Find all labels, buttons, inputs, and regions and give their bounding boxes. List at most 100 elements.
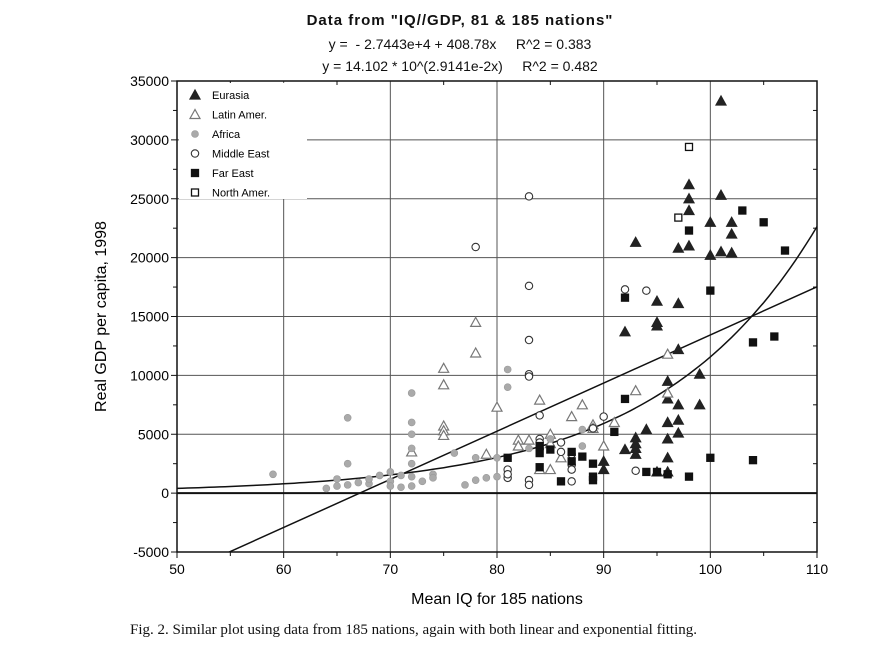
y-tick-label: 5000 xyxy=(138,426,169,442)
point-africa xyxy=(407,444,416,453)
point-eurasia xyxy=(672,413,685,425)
point-eurasia xyxy=(682,204,696,216)
point-africa xyxy=(578,425,587,434)
point-latin-amer xyxy=(661,347,674,359)
exponential-fit-equation: y = 14.102 * 10^(2.9141e-2x) R^2 = 0.482 xyxy=(322,58,598,74)
point-eurasia xyxy=(661,416,674,428)
legend-marker-eurasia xyxy=(188,88,202,100)
point-africa xyxy=(578,442,587,450)
point-africa xyxy=(482,474,491,482)
point-africa xyxy=(546,435,555,443)
point-latin-amer xyxy=(512,439,525,451)
point-eurasia xyxy=(597,463,610,475)
point-africa xyxy=(365,475,373,483)
point-eurasia xyxy=(725,216,738,227)
point-africa xyxy=(471,476,480,484)
y-tick-label: 35000 xyxy=(130,73,169,89)
point-africa xyxy=(429,474,437,482)
point-eurasia xyxy=(661,451,674,463)
x-tick-label: 70 xyxy=(383,561,399,577)
x-tick-label: 50 xyxy=(169,561,185,577)
point-eurasia xyxy=(693,398,706,410)
point-africa xyxy=(407,430,416,439)
point-far-east xyxy=(535,448,544,458)
y-tick-label: 30000 xyxy=(130,132,169,148)
point-north-amer xyxy=(674,213,683,222)
point-eurasia xyxy=(672,426,685,438)
figure-caption: Fig. 2. Similar plot using data from 185… xyxy=(130,622,697,638)
point-eurasia xyxy=(672,398,685,410)
point-north-amer xyxy=(684,142,694,152)
point-eurasia xyxy=(650,319,664,331)
point-africa xyxy=(386,468,395,476)
point-far-east xyxy=(620,293,630,302)
legend-label-africa: Africa xyxy=(212,129,241,141)
point-africa xyxy=(375,471,384,480)
point-africa xyxy=(493,453,501,462)
point-eurasia xyxy=(714,245,728,257)
point-middle-east xyxy=(567,477,576,486)
legend-label-latin-amer: Latin Amer. xyxy=(212,110,267,122)
point-far-east xyxy=(684,472,694,481)
y-tick-label: 0 xyxy=(161,485,169,501)
x-tick-label: 60 xyxy=(276,561,292,577)
point-far-east xyxy=(684,226,694,235)
point-middle-east xyxy=(524,480,534,490)
legend-marker-africa xyxy=(191,130,199,138)
linear-fit-equation: y = - 2.7443e+4 + 408.78x R^2 = 0.383 xyxy=(328,36,592,52)
point-middle-east xyxy=(524,192,534,201)
point-eurasia xyxy=(672,241,685,253)
point-middle-east xyxy=(524,281,534,291)
point-far-east xyxy=(748,338,758,347)
point-eurasia xyxy=(618,443,632,455)
point-latin-amer xyxy=(469,346,482,358)
point-eurasia xyxy=(629,236,642,247)
point-africa xyxy=(450,449,459,457)
point-far-east xyxy=(567,447,576,457)
point-africa xyxy=(407,418,416,427)
x-tick-label: 90 xyxy=(596,561,612,577)
y-tick-label: 10000 xyxy=(130,367,169,383)
point-middle-east xyxy=(471,242,480,252)
point-far-east xyxy=(642,467,651,477)
point-middle-east xyxy=(620,285,630,294)
point-africa xyxy=(354,478,363,487)
point-far-east xyxy=(738,206,747,215)
point-eurasia xyxy=(682,192,696,204)
point-middle-east xyxy=(524,335,534,345)
point-far-east xyxy=(770,332,779,341)
point-far-east xyxy=(706,453,715,462)
legend-label-middle-east: Middle East xyxy=(212,149,269,161)
legend-label-eurasia: Eurasia xyxy=(212,90,250,102)
y-tick-label: 25000 xyxy=(130,191,169,207)
point-far-east xyxy=(652,467,662,477)
point-latin-amer xyxy=(437,378,450,390)
point-africa xyxy=(471,453,480,462)
point-latin-amer xyxy=(554,451,568,463)
point-africa xyxy=(407,459,416,468)
point-latin-amer xyxy=(544,463,557,475)
legend-marker-far-east xyxy=(190,168,200,178)
point-africa xyxy=(397,483,405,492)
point-middle-east xyxy=(524,372,534,381)
point-far-east xyxy=(503,453,512,462)
point-middle-east xyxy=(556,438,566,447)
point-eurasia xyxy=(640,423,653,435)
linear-fit-line xyxy=(227,286,817,552)
point-latin-amer xyxy=(469,316,482,327)
point-latin-amer xyxy=(437,362,450,373)
point-far-east xyxy=(578,452,587,461)
point-latin-amer xyxy=(437,429,450,441)
legend-label-far-east: Far East xyxy=(212,168,254,180)
point-far-east xyxy=(535,441,544,451)
point-latin-amer xyxy=(597,439,610,451)
point-middle-east xyxy=(503,470,512,479)
point-eurasia xyxy=(725,246,738,258)
point-latin-amer xyxy=(490,400,504,412)
point-far-east xyxy=(620,394,630,404)
point-eurasia xyxy=(682,239,696,251)
point-africa xyxy=(343,413,352,422)
point-eurasia xyxy=(704,249,717,260)
point-africa xyxy=(397,471,405,480)
point-eurasia xyxy=(661,432,674,444)
